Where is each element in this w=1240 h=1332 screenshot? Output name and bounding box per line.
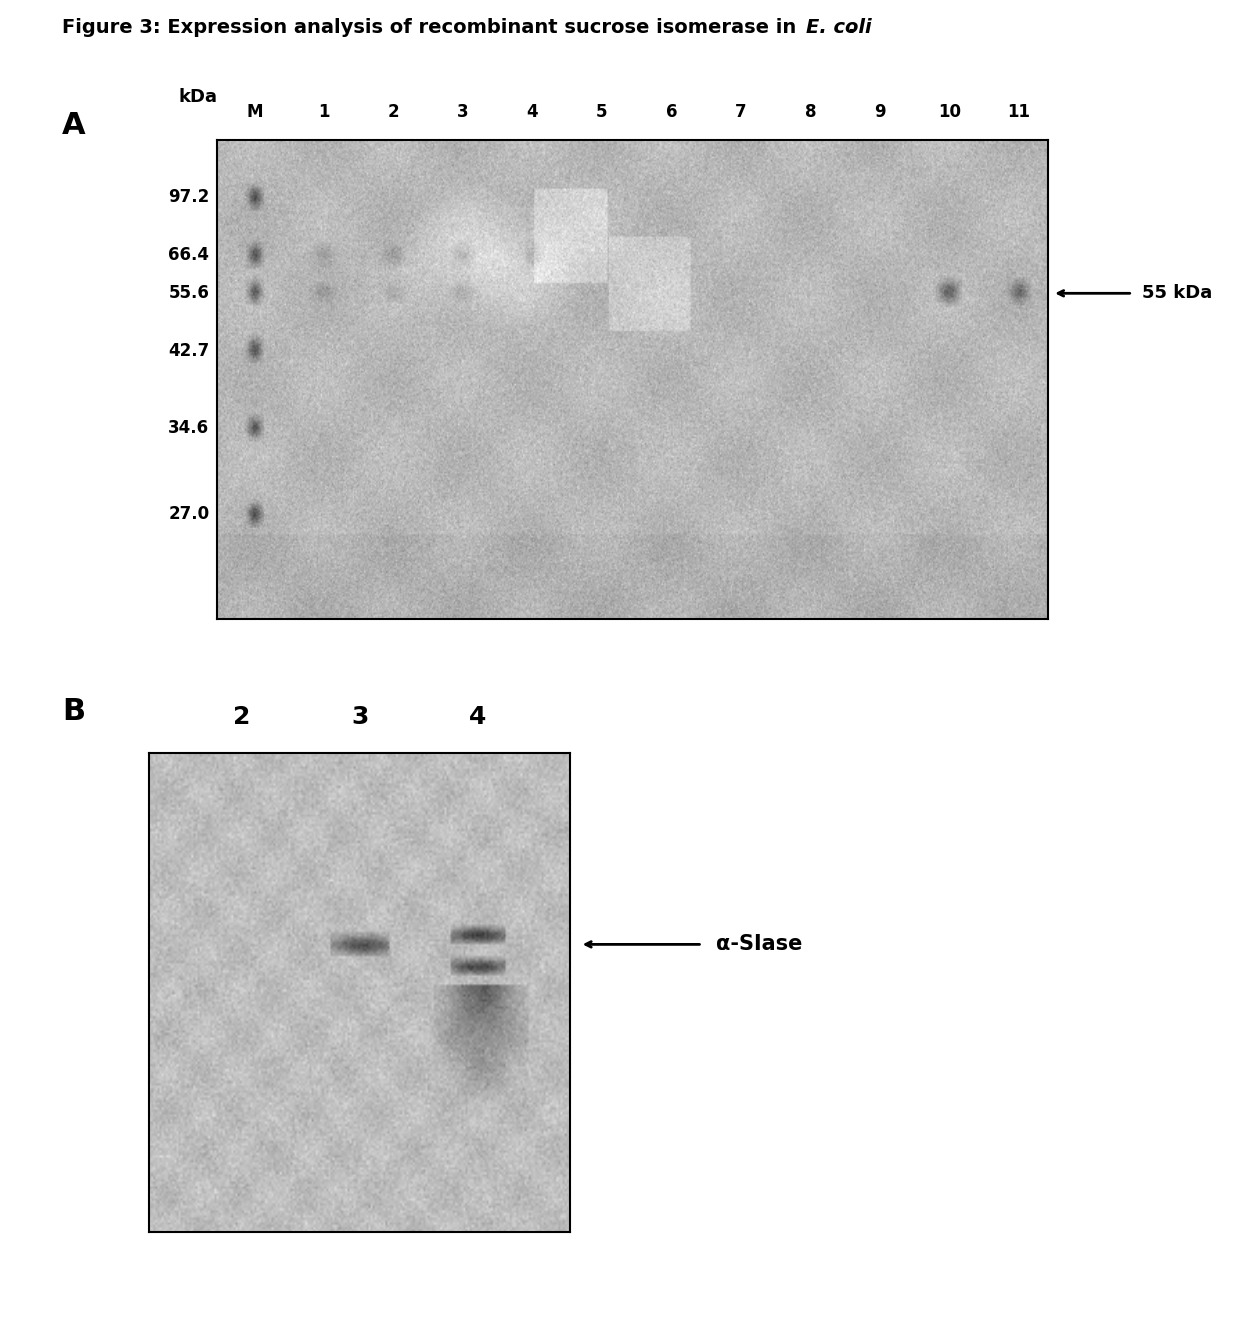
Text: 55.6: 55.6 xyxy=(169,284,210,302)
Text: 5: 5 xyxy=(596,103,608,121)
Text: 1: 1 xyxy=(319,103,330,121)
Text: E. coli: E. coli xyxy=(806,19,872,37)
Text: 3: 3 xyxy=(458,103,469,121)
Text: 27.0: 27.0 xyxy=(169,505,210,523)
Text: 4: 4 xyxy=(469,705,486,729)
Text: 4: 4 xyxy=(527,103,538,121)
Text: 97.2: 97.2 xyxy=(167,188,210,206)
Text: 66.4: 66.4 xyxy=(169,246,210,264)
Text: 11: 11 xyxy=(1007,103,1030,121)
Text: .: . xyxy=(848,19,856,37)
Text: 6: 6 xyxy=(666,103,677,121)
Text: Figure 3: Expression analysis of recombinant sucrose isomerase in: Figure 3: Expression analysis of recombi… xyxy=(62,19,804,37)
Text: 9: 9 xyxy=(874,103,885,121)
Text: 8: 8 xyxy=(805,103,816,121)
Text: M: M xyxy=(246,103,263,121)
Text: 2: 2 xyxy=(388,103,399,121)
Text: B: B xyxy=(62,697,86,726)
Text: 10: 10 xyxy=(937,103,961,121)
Text: kDa: kDa xyxy=(179,88,217,107)
Text: α-SIase: α-SIase xyxy=(717,934,802,955)
Text: 3: 3 xyxy=(351,705,368,729)
Text: 34.6: 34.6 xyxy=(169,418,210,437)
Text: 7: 7 xyxy=(735,103,746,121)
Text: A: A xyxy=(62,111,86,140)
Text: 2: 2 xyxy=(233,705,250,729)
Text: 55 kDa: 55 kDa xyxy=(1142,284,1211,302)
Text: 42.7: 42.7 xyxy=(167,342,210,360)
